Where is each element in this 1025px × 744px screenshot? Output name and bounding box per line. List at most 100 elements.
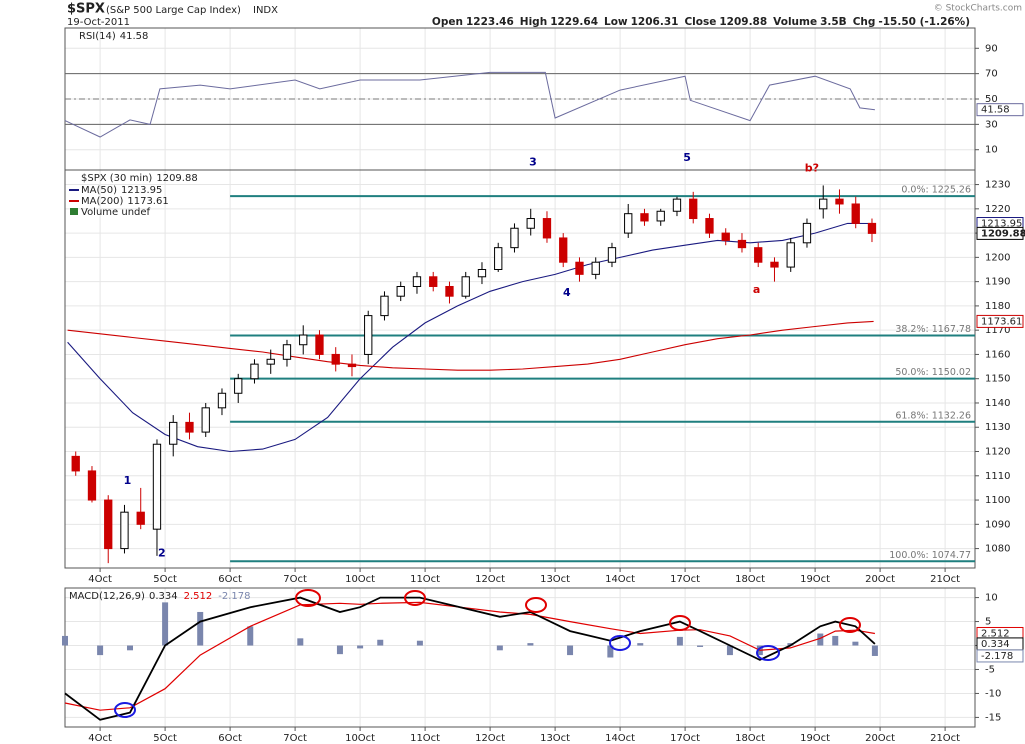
fib-label: 50.0%: 1150.02 bbox=[895, 367, 971, 378]
candle-body bbox=[364, 315, 373, 355]
y-tick-label: -5 bbox=[985, 664, 995, 675]
x-tick-label: 18Oct bbox=[735, 733, 765, 744]
wave-label: a bbox=[753, 283, 760, 296]
wave-label: 1 bbox=[124, 474, 132, 487]
histogram-bar bbox=[162, 602, 169, 646]
candle-body bbox=[835, 198, 844, 205]
x-tick-label: 13Oct bbox=[540, 574, 570, 585]
legend: MACD(12,26,9) 0.334 2.512 -2.178 bbox=[69, 591, 250, 602]
candle-body bbox=[217, 392, 227, 409]
ring bbox=[404, 590, 426, 606]
ring bbox=[756, 645, 780, 661]
x-tick-label: 19Oct bbox=[800, 733, 830, 744]
credit: © StockCharts.com bbox=[934, 4, 1022, 14]
legend-value: 41.58 bbox=[120, 31, 149, 42]
y-tick-label: 1100 bbox=[985, 495, 1010, 506]
histogram-bar bbox=[852, 641, 859, 646]
x-tick-label: 13Oct bbox=[540, 733, 570, 744]
quote-value: 1229.64 bbox=[550, 16, 598, 28]
candle-body bbox=[201, 407, 210, 433]
fib-label: 0.0%: 1225.26 bbox=[901, 185, 971, 196]
y-tick-label: 30 bbox=[985, 119, 998, 130]
histogram-bar bbox=[357, 645, 364, 649]
y-tick-label: 5 bbox=[985, 617, 991, 628]
legend: RSI(14) 41.58 bbox=[79, 31, 148, 42]
y-tick-label: -10 bbox=[985, 688, 1001, 699]
x-tick-label: 14Oct bbox=[605, 574, 635, 585]
wave-label: 4 bbox=[563, 286, 571, 299]
histogram-bar bbox=[297, 638, 304, 646]
legend-name: MA(200) bbox=[81, 196, 123, 207]
candle-body bbox=[851, 203, 860, 224]
quote-value: 3.5B bbox=[820, 16, 847, 28]
y-tick-label: 10 bbox=[985, 593, 998, 604]
legend-value: -2.178 bbox=[218, 591, 250, 602]
legend-value: 1173.61 bbox=[127, 196, 168, 207]
quote: Open 1223.46 High 1229.64 Low 1206.31 Close 120… bbox=[432, 16, 970, 28]
value-tag bbox=[976, 314, 1024, 328]
ring bbox=[669, 615, 691, 631]
candle-body bbox=[87, 470, 97, 501]
quote-label: Chg bbox=[853, 16, 876, 28]
legend: Volume undef bbox=[81, 207, 151, 218]
x-tick-label: 4Oct bbox=[88, 574, 112, 585]
candle-body bbox=[331, 353, 340, 365]
histogram-bar bbox=[527, 643, 534, 646]
candle-body bbox=[104, 499, 113, 550]
histogram-bar bbox=[787, 643, 794, 646]
x-tick-label: 5Oct bbox=[153, 733, 177, 744]
x-tick-label: 14Oct bbox=[605, 733, 635, 744]
candle-body bbox=[754, 247, 763, 263]
fib-label: 100.0%: 1074.77 bbox=[889, 550, 971, 561]
x-tick-label: 17Oct bbox=[670, 733, 700, 744]
candle-body bbox=[721, 232, 730, 241]
y-tick-label: 1140 bbox=[985, 398, 1010, 409]
y-tick-label: 1220 bbox=[985, 204, 1010, 215]
x-tick-label: 6Oct bbox=[218, 574, 242, 585]
histogram-bar bbox=[197, 611, 204, 646]
y-tick-label: 1090 bbox=[985, 519, 1010, 530]
quote-label: High bbox=[520, 16, 547, 28]
wave-label: b? bbox=[805, 162, 819, 175]
value-tag-label: 1209.88 bbox=[981, 228, 1025, 239]
x-tick-label: 19Oct bbox=[800, 574, 830, 585]
candle-body bbox=[510, 227, 519, 249]
histogram-bar bbox=[496, 645, 503, 651]
histogram-bar bbox=[336, 645, 343, 655]
legend-name: MACD(12,26,9) bbox=[69, 591, 145, 602]
candle-body bbox=[299, 334, 308, 346]
quote-value: 1223.46 bbox=[466, 16, 514, 28]
y-tick-label: 1130 bbox=[985, 422, 1010, 433]
candle-body bbox=[396, 285, 405, 297]
x-tick-label: 20Oct bbox=[865, 733, 895, 744]
y-tick-label: 1180 bbox=[985, 301, 1010, 312]
candle-body bbox=[315, 334, 324, 355]
annotation-rings bbox=[114, 589, 861, 718]
candle-body bbox=[526, 218, 535, 229]
candle-body bbox=[689, 198, 698, 220]
value-tag-label: 0.334 bbox=[981, 639, 1010, 650]
histogram-bar bbox=[726, 645, 733, 656]
legend-value: 1209.88 bbox=[156, 173, 197, 184]
histogram-bar bbox=[817, 633, 824, 646]
fib-label: 61.8%: 1132.26 bbox=[895, 410, 971, 421]
candle-body bbox=[656, 210, 665, 222]
y-tick-label: 50 bbox=[985, 94, 998, 105]
x-tick-label: 10Oct bbox=[345, 733, 375, 744]
histogram-bar bbox=[567, 645, 574, 656]
histogram-bar bbox=[416, 640, 423, 646]
date: 19-Oct-2011 bbox=[67, 17, 130, 28]
legend-value: 1213.95 bbox=[121, 185, 162, 196]
candle-body bbox=[445, 285, 454, 297]
quote-value: 1206.31 bbox=[631, 16, 679, 28]
x-tick-label: 20Oct bbox=[865, 574, 895, 585]
exchange: INDX bbox=[253, 5, 278, 16]
y-tick-label: 1160 bbox=[985, 349, 1010, 360]
value-tag-label: -2.178 bbox=[981, 651, 1013, 662]
x-tick-label: 7Oct bbox=[283, 733, 307, 744]
histogram-bar bbox=[127, 645, 133, 651]
histogram-bar bbox=[607, 645, 614, 658]
quote-label: Volume bbox=[773, 16, 817, 28]
